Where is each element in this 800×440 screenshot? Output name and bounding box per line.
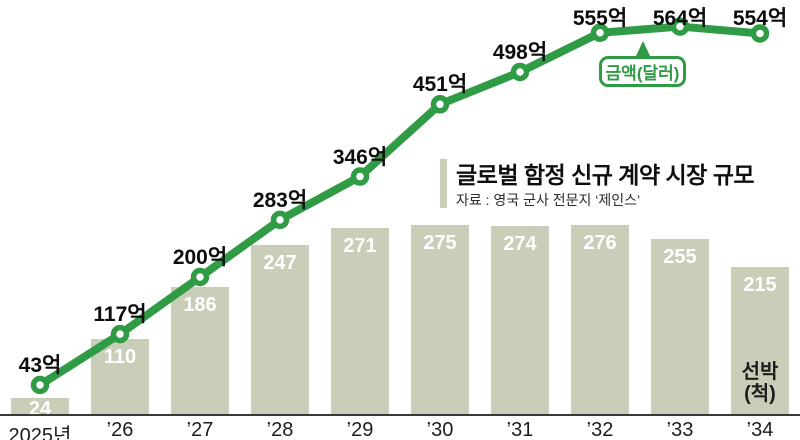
bar-value-label: 274	[503, 233, 537, 256]
x-axis-label-’27: ’27	[186, 419, 214, 440]
x-axis-label-2025년: 2025년	[8, 425, 72, 440]
legend-callout-pointer	[636, 41, 650, 56]
line-point-label: 43억	[18, 354, 62, 378]
x-axis-label-’28: ’28	[266, 419, 294, 440]
line-point-marker	[270, 210, 290, 230]
bar-value-label: 255	[663, 246, 697, 269]
bar-’26	[91, 338, 149, 414]
bar-series-legend: 선박 (척)	[742, 361, 779, 405]
bar-value-label: 215	[743, 273, 777, 296]
bar-’33	[651, 239, 709, 414]
line-point-label: 346억	[332, 145, 388, 169]
line-point-label: 498억	[492, 40, 548, 64]
x-axis-label-’30: ’30	[426, 419, 454, 440]
chart-title: 글로벌 함정 신규 계약 시장 규모	[456, 162, 755, 188]
title-accent-bar	[440, 159, 447, 208]
line-point-label: 564억	[652, 7, 708, 30]
line-point-marker	[510, 62, 530, 82]
line-point-marker	[430, 95, 450, 114]
x-axis-label-’31: ’31	[506, 419, 534, 440]
line-point-label: 200억	[172, 246, 228, 269]
bar-’28	[251, 244, 309, 414]
line-point-label: 555억	[572, 7, 628, 30]
line-series-path	[36, 22, 764, 390]
bar-value-label: 276	[583, 231, 617, 254]
bar-series-legend-line1: 선박	[741, 361, 779, 383]
bar-’30	[411, 225, 469, 414]
line-point-marker	[750, 24, 770, 43]
line-series-legend-label: 금액(달러)	[605, 64, 680, 83]
bar-value-label: 110	[103, 345, 137, 368]
x-axis-label-’33: ’33	[666, 419, 694, 440]
line-point-label: 451억	[412, 73, 468, 97]
line-point-marker	[350, 167, 370, 186]
x-axis-line	[0, 414, 800, 416]
line-point-marker	[110, 324, 130, 344]
line-point-marker	[590, 23, 610, 43]
bar-value-label: 247	[263, 251, 297, 274]
line-point-label: 117억	[93, 303, 147, 327]
x-axis-label-’32: ’32	[586, 419, 614, 440]
bar-2025년	[11, 398, 69, 414]
bar-value-label: 275	[423, 232, 457, 255]
line-point-label: 554억	[732, 7, 788, 30]
bar-’29	[331, 228, 389, 414]
x-axis-label-’34: ’34	[746, 419, 774, 440]
bar-’34	[731, 266, 789, 414]
bar-value-label: 271	[343, 235, 377, 258]
x-axis-label-’29: ’29	[346, 419, 374, 440]
line-series-legend: 금액(달러)	[599, 56, 686, 87]
bar-value-label: 186	[183, 293, 217, 316]
line-point-label: 283억	[252, 188, 308, 212]
x-axis-label-’26: ’26	[106, 419, 134, 440]
bar-’31	[491, 226, 549, 414]
line-point-marker	[670, 17, 690, 36]
line-point-marker	[30, 375, 50, 395]
bar-’27	[171, 286, 229, 414]
chart-source: 자료 : 영국 군사 전문지 ‘제인스’	[456, 192, 641, 208]
bar-’32	[571, 224, 629, 414]
line-point-marker	[190, 267, 210, 287]
bar-series-legend-line2: (척)	[744, 383, 776, 405]
